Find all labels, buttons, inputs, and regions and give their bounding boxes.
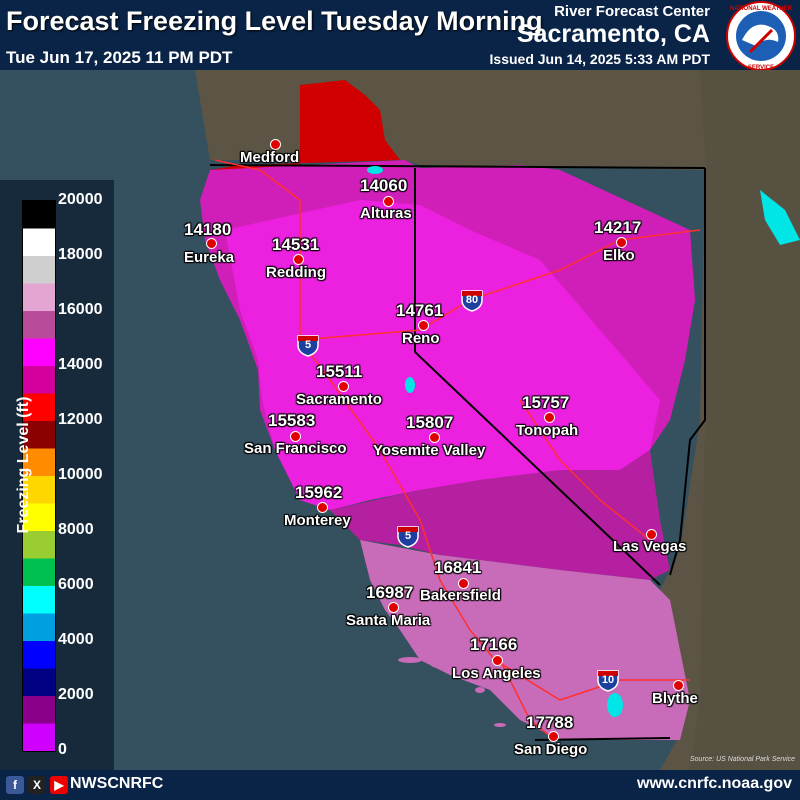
city-marker [388,602,399,613]
city-marker [429,432,440,443]
city-marker [317,502,328,513]
legend-tick: 2000 [58,686,94,703]
legend-tick: 18000 [58,246,103,263]
interstate-5-shield: 5 [396,524,420,548]
freezing-level-legend: 20000 18000 16000 14000 12000 10000 8000… [0,180,114,770]
city-label: Yosemite Valley [373,442,486,459]
legend-tick: 20000 [58,191,103,208]
highway-number: 5 [304,339,312,351]
city-marker [548,731,559,742]
city-marker [293,254,304,265]
website-link[interactable]: www.cnrfc.noaa.gov [637,775,792,792]
svg-text:NATIONAL WEATHER: NATIONAL WEATHER [730,6,793,12]
legend-title: Freezing Level (ft) [15,396,32,534]
city-label: Blythe [652,690,698,707]
city-label: Monterey [284,512,351,529]
point-value: 14761 [396,301,444,320]
svg-text:SERVICE: SERVICE [748,65,774,71]
point-value: 14180 [184,220,232,239]
city-marker [673,680,684,691]
city-marker [206,238,217,249]
city-marker [270,139,281,150]
issued-time: Issued Jun 14, 2025 5:33 AM PDT [489,51,710,67]
city-label: Las Vegas [613,538,687,555]
city-marker [616,237,627,248]
point-value: 15807 [406,413,454,432]
x-icon[interactable]: X [28,776,46,794]
city-label: Santa Maria [346,612,431,629]
legend-tick: 14000 [58,356,103,373]
city-label: Los Angeles [452,665,541,682]
legend-tick: 10000 [58,466,103,483]
city-label: Medford [240,149,300,166]
point-value: 16987 [366,583,414,602]
legend-tick: 16000 [58,301,103,318]
facebook-icon[interactable]: f [6,776,24,794]
highway-number: 5 [404,530,412,542]
city-marker [646,529,657,540]
valid-time: Tue Jun 17, 2025 11 PM PDT [6,48,233,67]
office-name: Sacramento, CA [516,20,710,48]
city-marker [418,320,429,331]
city-marker [544,412,555,423]
point-value: 17788 [526,713,574,732]
city-label: San Diego [514,741,588,758]
city-label: Eureka [184,249,235,266]
point-value: 15757 [522,393,570,412]
interstate-5-shield: 5 [296,333,320,357]
city-marker [492,655,503,666]
point-value: 14217 [594,218,642,237]
data-credit: Source: US National Park Service [690,756,796,763]
highway-number: 10 [601,674,615,686]
point-value: 15962 [295,483,343,502]
nws-logo[interactable]: NATIONAL WEATHER SERVICE [722,0,800,72]
point-value: 15583 [268,411,316,430]
legend-tick: 6000 [58,576,94,593]
legend-tick: 4000 [58,631,94,648]
city-label: Sacramento [296,391,382,408]
highway-number: 80 [465,294,479,306]
city-label: Alturas [360,205,412,222]
city-label: San Francisco [244,440,347,457]
youtube-icon[interactable]: ▶ [50,776,68,794]
legend-tick: 0 [58,741,67,758]
agency-name: River Forecast Center [554,3,710,20]
city-label: Elko [603,247,635,264]
freezing-level-map [0,70,800,770]
legend-tick: 12000 [58,411,103,428]
city-marker [383,196,394,207]
point-value: 14531 [272,235,320,254]
city-marker [338,381,349,392]
point-value: 16841 [434,558,482,577]
city-marker [458,578,469,589]
city-label: Bakersfield [420,587,501,604]
footer-bar [0,770,800,800]
social-handle[interactable]: NWSCNRFC [70,775,164,792]
city-label: Tonopah [516,422,579,439]
city-label: Reno [402,330,440,347]
city-marker [290,431,301,442]
legend-color-bar [22,200,56,752]
point-value: 15511 [316,362,363,381]
header-bar [0,0,800,70]
interstate-10-shield: 10 [596,668,620,692]
point-value: 17166 [470,635,518,654]
city-label: Redding [266,264,326,281]
interstate-80-shield: 80 [460,288,484,312]
legend-tick: 8000 [58,521,94,538]
map-title: Forecast Freezing Level Tuesday Morning [6,6,543,36]
point-value: 14060 [360,176,408,195]
